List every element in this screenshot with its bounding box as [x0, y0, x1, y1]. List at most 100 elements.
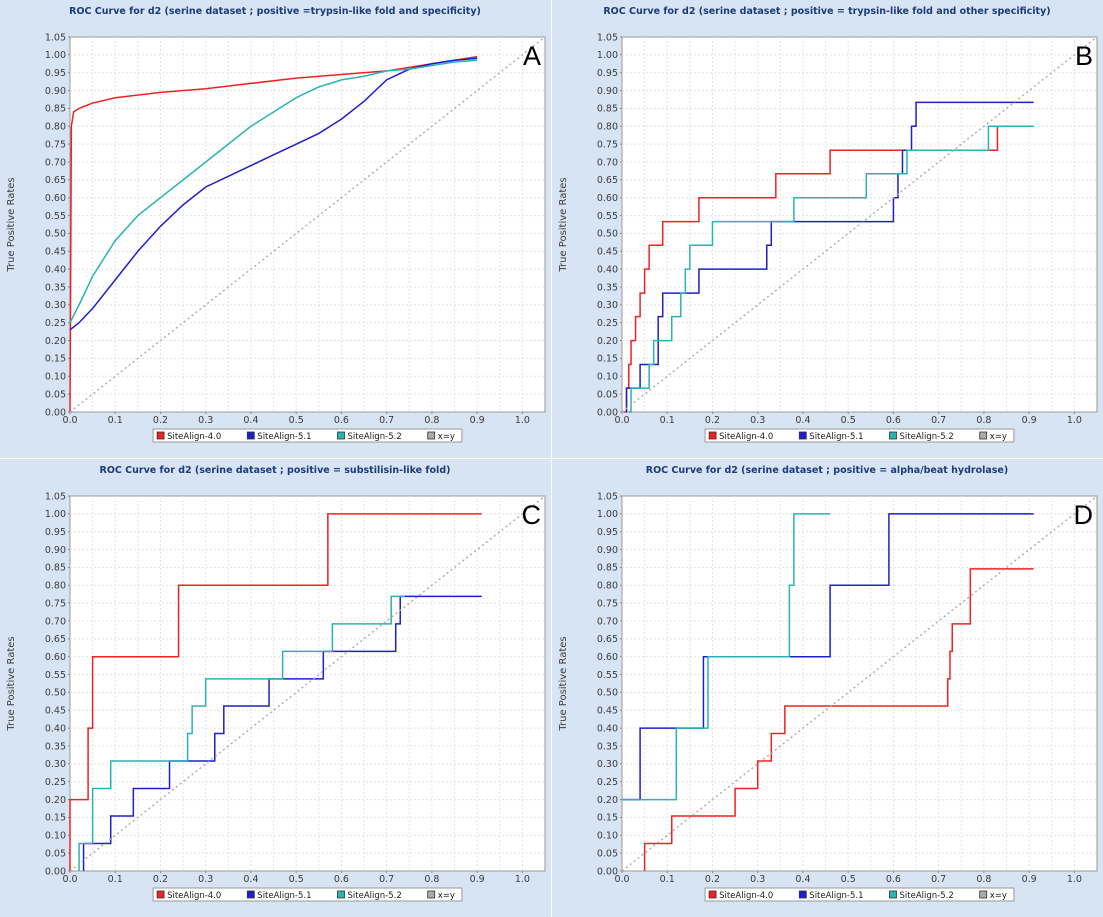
y-tick-label: 1.05 — [597, 32, 618, 43]
legend-swatch-sitealign-4-0 — [156, 890, 165, 899]
x-tick-label: 0.4 — [795, 874, 810, 885]
roc-chart-d: ROC Curve for d2 (serine dataset ; posit… — [558, 465, 1098, 902]
y-tick-label: 0.00 — [45, 407, 66, 418]
y-tick-label: 0.30 — [597, 759, 618, 770]
x-tick-label: 0.0 — [62, 874, 77, 885]
x-tick-label: 1.0 — [1067, 874, 1082, 885]
y-tick-label: 0.00 — [45, 866, 66, 877]
legend-box — [152, 887, 463, 902]
x-tick-label: 0.5 — [289, 874, 304, 885]
y-tick-label: 0.85 — [597, 104, 618, 115]
legend-box — [704, 887, 1015, 902]
y-tick-label: 0.35 — [45, 282, 66, 293]
roc-panel-d: ROC Curve for d2 (serine dataset ; posit… — [552, 459, 1103, 917]
series-line-x-y — [69, 36, 546, 413]
x-tick-label: 0.1 — [660, 415, 675, 426]
series-line-sitealign-4-0 — [69, 55, 478, 413]
y-axis-label: True Positive Rates — [6, 177, 17, 272]
y-tick-label: 0.50 — [45, 229, 66, 240]
legend-swatch-sitealign-5-2 — [889, 431, 897, 440]
series-line-x-y — [621, 495, 1098, 872]
y-tick-label: 0.20 — [45, 795, 66, 806]
legend-label-sitealign-5-1: SiteAlign-5.1 — [257, 891, 311, 901]
y-tick-label: 0.60 — [45, 193, 66, 204]
y-tick-label: 1.00 — [45, 50, 66, 61]
y-tick-label: 0.15 — [597, 354, 618, 365]
series-line-sitealign-5-2 — [78, 595, 405, 871]
x-tick-label: 0.7 — [931, 874, 946, 885]
y-tick-label: 0.70 — [597, 157, 618, 168]
y-tick-label: 0.95 — [45, 527, 66, 538]
y-tick-label: 0.50 — [597, 688, 618, 699]
y-tick-label: 0.90 — [597, 545, 618, 556]
y-tick-label: 0.55 — [597, 670, 618, 681]
series-line-x-y — [621, 36, 1098, 413]
y-tick-label: 0.20 — [597, 795, 618, 806]
legend-label-sitealign-5-1: SiteAlign-5.1 — [809, 432, 863, 442]
y-tick-label: 0.20 — [45, 336, 66, 347]
roc-chart-c: ROC Curve for d2 (serine dataset ; posit… — [6, 465, 546, 902]
y-tick-label: 0.75 — [597, 598, 618, 609]
y-tick-label: 0.95 — [597, 68, 618, 79]
y-axis-label: True Positive Rates — [558, 177, 569, 272]
legend-swatch-sitealign-4-0 — [708, 431, 717, 440]
y-tick-label: 0.65 — [45, 634, 66, 645]
y-tick-label: 0.15 — [45, 813, 66, 824]
legend: SiteAlign-4.0 SiteAlign-5.1 SiteAlign-5.2 x… — [704, 428, 1015, 443]
x-tick-label: 0.9 — [1022, 415, 1037, 426]
x-tick-label: 0.4 — [795, 415, 810, 426]
legend-label-x-y: x=y — [438, 432, 455, 442]
y-tick-label: 0.65 — [597, 175, 618, 186]
y-tick-label: 0.85 — [45, 563, 66, 574]
y-tick-label: 0.00 — [597, 407, 618, 418]
legend-label-sitealign-4-0: SiteAlign-4.0 — [167, 891, 221, 901]
x-tick-label: 0.0 — [62, 415, 77, 426]
series-line-sitealign-4-0 — [624, 125, 1034, 413]
series-line-sitealign-5-1 — [69, 57, 478, 331]
x-tick-label: 0.5 — [289, 415, 304, 426]
y-tick-label: 0.05 — [45, 389, 66, 400]
y-tick-label: 0.10 — [597, 831, 618, 842]
x-tick-label: 0.9 — [470, 415, 485, 426]
y-tick-label: 0.55 — [45, 211, 66, 222]
y-tick-label: 0.40 — [45, 723, 66, 734]
panel-letter: A — [523, 41, 541, 71]
legend-swatch-sitealign-5-1 — [798, 890, 807, 899]
chart-title: ROC Curve for d2 (serine dataset ; posit… — [603, 6, 1050, 17]
x-tick-label: 0.3 — [750, 415, 765, 426]
y-tick-label: 0.00 — [597, 866, 618, 877]
y-tick-label: 0.35 — [597, 282, 618, 293]
y-tick-label: 0.35 — [45, 741, 66, 752]
legend-label-sitealign-5-1: SiteAlign-5.1 — [257, 432, 311, 442]
x-tick-label: 0.6 — [334, 415, 349, 426]
y-tick-label: 0.45 — [597, 706, 618, 717]
y-tick-label: 0.95 — [45, 68, 66, 79]
y-tick-label: 0.55 — [45, 670, 66, 681]
x-tick-label: 0.2 — [705, 874, 720, 885]
y-tick-label: 0.65 — [597, 634, 618, 645]
y-tick-label: 0.25 — [45, 777, 66, 788]
roc-panel-b: ROC Curve for d2 (serine dataset ; posit… — [552, 0, 1103, 458]
legend-label-sitealign-5-2: SiteAlign-5.2 — [900, 432, 954, 442]
y-tick-label: 0.05 — [597, 389, 618, 400]
y-tick-label: 0.75 — [597, 139, 618, 150]
y-tick-label: 0.30 — [45, 759, 66, 770]
y-tick-label: 1.00 — [597, 509, 618, 520]
legend: SiteAlign-4.0 SiteAlign-5.1 SiteAlign-5.2 x… — [704, 887, 1015, 902]
x-tick-label: 0.3 — [198, 415, 213, 426]
x-tick-label: 0.6 — [886, 874, 901, 885]
legend-label-x-y: x=y — [990, 891, 1007, 901]
legend-swatch-sitealign-5-2 — [889, 890, 897, 899]
y-tick-label: 0.10 — [597, 372, 618, 383]
y-tick-label: 0.45 — [45, 247, 66, 258]
roc-panel-c: ROC Curve for d2 (serine dataset ; posit… — [0, 459, 551, 917]
y-tick-label: 0.20 — [597, 336, 618, 347]
x-tick-label: 1.0 — [515, 415, 530, 426]
series-line-sitealign-5-2 — [628, 125, 1034, 413]
y-tick-label: 0.90 — [45, 86, 66, 97]
y-tick-label: 0.30 — [45, 300, 66, 311]
x-tick-label: 0.2 — [705, 415, 720, 426]
y-tick-label: 0.50 — [45, 688, 66, 699]
y-tick-label: 0.90 — [597, 86, 618, 97]
y-tick-label: 0.75 — [45, 139, 66, 150]
